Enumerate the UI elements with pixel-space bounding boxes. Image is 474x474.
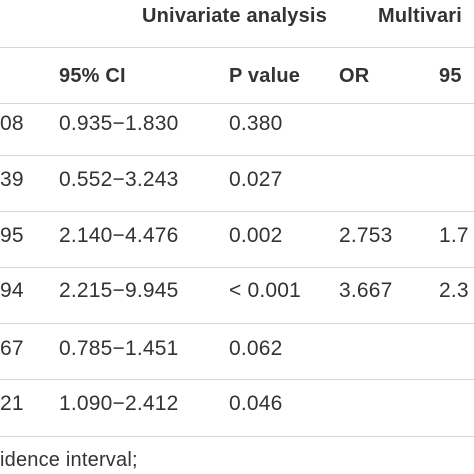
row-6-p-value: 0.046: [229, 392, 283, 415]
row-4-p-value: < 0.001: [229, 279, 302, 302]
divider-top: [0, 47, 474, 48]
row-divider: [0, 267, 474, 268]
row-4-multivariate-or: 3.667: [339, 279, 393, 302]
row-divider: [0, 379, 474, 380]
row-6-ci: 1.090−2.412: [59, 392, 179, 415]
row-3-ci: 2.140−4.476: [59, 224, 179, 247]
row-divider: [0, 211, 474, 212]
divider-bottom: [0, 436, 474, 437]
header-univariate-analysis: Univariate analysis: [142, 5, 328, 27]
col-header-95-ci-multivariate: 95: [439, 65, 462, 87]
row-4-multivariate-ci: 2.3: [439, 279, 469, 302]
row-1-ci: 0.935−1.830: [59, 112, 179, 135]
row-6-or: 21: [0, 392, 24, 415]
col-header-or: OR: [339, 65, 370, 87]
row-3-multivariate-ci: 1.7: [439, 224, 469, 247]
row-3-p-value: 0.002: [229, 224, 283, 247]
row-1-p-value: 0.380: [229, 112, 283, 135]
header-multivariate-analysis: Multivari: [378, 5, 463, 27]
row-1-or: 08: [0, 112, 24, 135]
row-5-ci: 0.785−1.451: [59, 337, 179, 360]
row-2-ci: 0.552−3.243: [59, 168, 179, 191]
col-header-95-ci: 95% CI: [59, 65, 126, 87]
row-5-p-value: 0.062: [229, 337, 283, 360]
divider-header: [0, 103, 474, 104]
row-4-ci: 2.215−9.945: [59, 279, 179, 302]
table-footnote: idence interval;: [0, 449, 138, 471]
row-divider: [0, 323, 474, 324]
row-2-or: 39: [0, 168, 24, 191]
row-3-multivariate-or: 2.753: [339, 224, 393, 247]
row-2-p-value: 0.027: [229, 168, 283, 191]
row-3-or: 95: [0, 224, 24, 247]
row-divider: [0, 155, 474, 156]
row-5-or: 67: [0, 337, 24, 360]
row-4-or: 94: [0, 279, 24, 302]
col-header-p-value: P value: [229, 65, 301, 87]
